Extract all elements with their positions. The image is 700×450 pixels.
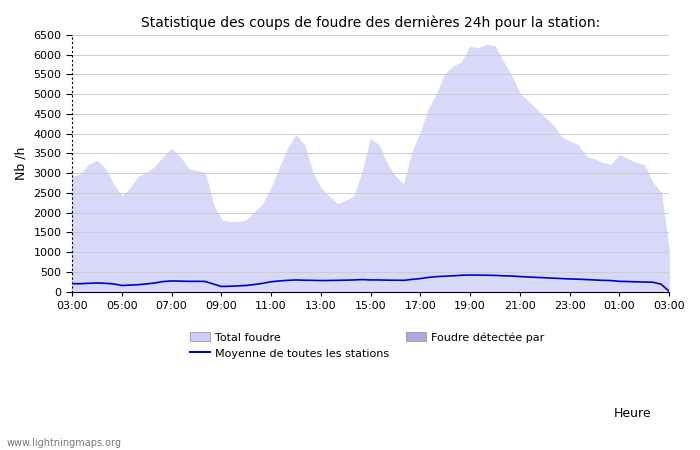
Text: www.lightningmaps.org: www.lightningmaps.org: [7, 438, 122, 448]
Title: Statistique des coups de foudre des dernières 24h pour la station:: Statistique des coups de foudre des dern…: [141, 15, 601, 30]
Legend: Total foudre, Moyenne de toutes les stations, Foudre détectée par: Total foudre, Moyenne de toutes les stat…: [185, 328, 550, 363]
Y-axis label: Nb /h: Nb /h: [15, 147, 28, 180]
Text: Heure: Heure: [613, 407, 651, 420]
